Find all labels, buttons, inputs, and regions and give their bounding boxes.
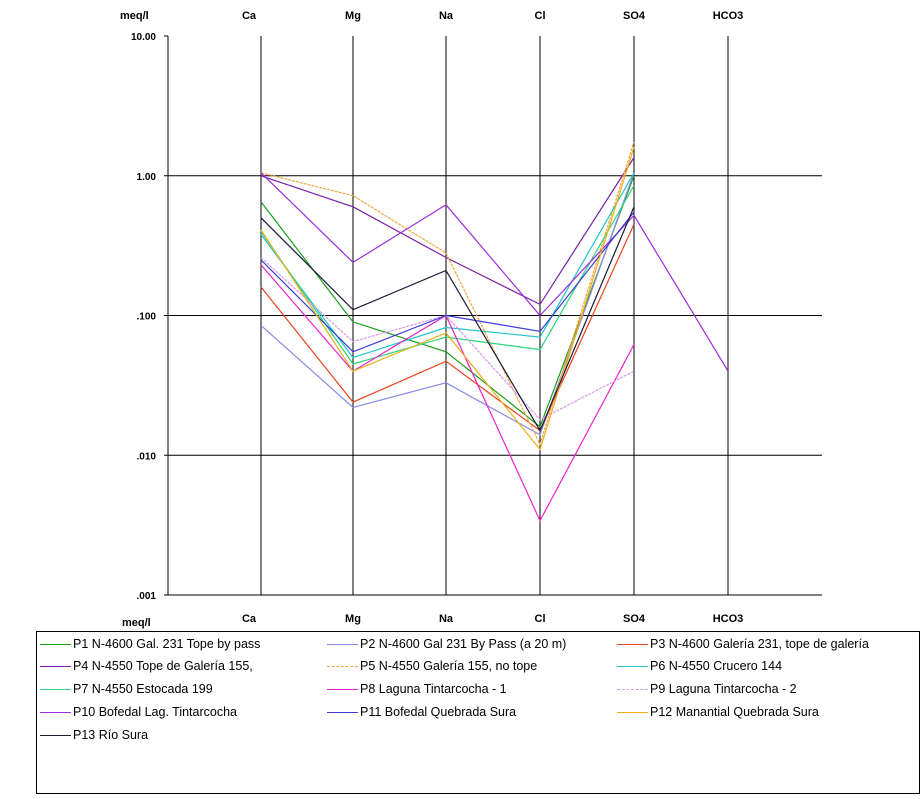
series-line-p2 xyxy=(260,172,635,436)
category-label-top: SO4 xyxy=(623,10,646,22)
category-label-bottom: Mg xyxy=(345,613,361,625)
category-label-top: HCO3 xyxy=(713,10,744,22)
y-tick-label: .100 xyxy=(137,312,157,323)
category-label-bottom: Na xyxy=(439,613,454,625)
y-tick-label: .001 xyxy=(137,591,157,602)
legend-label: P3 N-4600 Galería 231, tope de galería xyxy=(650,637,869,651)
unit-label-top: meq/l xyxy=(120,10,149,22)
category-label-bottom: HCO3 xyxy=(713,613,744,625)
legend-label: P7 N-4550 Estocada 199 xyxy=(73,682,213,696)
series-line-p1 xyxy=(260,175,635,428)
unit-label-bottom: meq/l xyxy=(122,617,151,629)
legend-swatch xyxy=(617,711,648,713)
plot-grid xyxy=(164,35,822,596)
series-line-p5 xyxy=(260,141,635,446)
legend-label: P2 N-4600 Gal 231 By Pass (a 20 m) xyxy=(360,637,567,651)
series-line-p13 xyxy=(260,206,635,432)
legend-item: P12 Manantial Quebrada Sura xyxy=(617,703,819,721)
legend-swatch xyxy=(327,643,358,645)
legend-item: P7 N-4550 Estocada 199 xyxy=(40,680,213,698)
legend-swatch xyxy=(327,665,358,667)
series-lines xyxy=(260,141,729,523)
chart-plot: 10.00 1.00 .100 .010 .001 Ca Ca Mg Mg Na Na Cl Cl SO4… xyxy=(120,10,822,629)
legend-item: P6 N-4550 Crucero 144 xyxy=(617,657,782,675)
legend-item: P9 Laguna Tintarcocha - 2 xyxy=(617,680,797,698)
category-label-top: Cl xyxy=(535,10,546,22)
legend-item: P1 N-4600 Gal. 231 Tope by pass xyxy=(40,635,260,653)
legend-label: P10 Bofedal Lag. Tintarcocha xyxy=(73,705,238,719)
legend-label: P6 N-4550 Crucero 144 xyxy=(650,659,783,673)
legend-label: P13 Río Sura xyxy=(73,728,149,742)
legend-swatch xyxy=(40,688,71,690)
legend-item: P11 Bofedal Quebrada Sura xyxy=(327,703,516,721)
series-line-p12 xyxy=(260,147,635,451)
legend-swatch xyxy=(617,688,648,690)
legend-label: P9 Laguna Tintarcocha - 2 xyxy=(650,682,797,696)
legend-swatch xyxy=(40,711,71,713)
legend-item: P10 Bofedal Lag. Tintarcocha xyxy=(40,703,237,721)
legend-swatch xyxy=(40,665,71,667)
series-line-p10 xyxy=(260,172,729,372)
legend-label: P1 N-4600 Gal. 231 Tope by pass xyxy=(73,637,261,651)
legend-swatch xyxy=(40,734,71,736)
legend-item: P2 N-4600 Gal 231 By Pass (a 20 m) xyxy=(327,635,566,653)
y-tick-label: 1.00 xyxy=(137,172,157,183)
series-line-p11 xyxy=(260,211,635,353)
legend: P1 N-4600 Gal. 231 Tope by pass P2 N-4600… xyxy=(36,631,920,794)
series-line-p4 xyxy=(260,157,635,306)
category-label-bottom: Ca xyxy=(242,613,257,625)
category-label-top: Na xyxy=(439,10,454,22)
legend-label: P5 N-4550 Galería 155, no tope xyxy=(360,659,538,673)
category-label-bottom: SO4 xyxy=(623,613,646,625)
series-line-p8 xyxy=(260,264,635,523)
category-label-top: Ca xyxy=(242,10,257,22)
category-label-top: Mg xyxy=(345,10,361,22)
legend-swatch xyxy=(617,665,648,667)
legend-label: P8 Laguna Tintarcocha - 1 xyxy=(360,682,507,696)
legend-item: P8 Laguna Tintarcocha - 1 xyxy=(327,680,507,698)
legend-swatch xyxy=(617,643,648,645)
legend-swatch xyxy=(40,643,71,645)
legend-item: P4 N-4550 Tope de Galería 155, xyxy=(40,657,253,675)
legend-item: P13 Río Sura xyxy=(40,726,148,744)
legend-swatch xyxy=(327,711,358,713)
legend-item: P5 N-4550 Galería 155, no tope xyxy=(327,657,537,675)
legend-label: P4 N-4550 Tope de Galería 155, xyxy=(73,659,253,673)
axis-labels: 10.00 1.00 .100 .010 .001 Ca Ca Mg Mg Na Na Cl Cl SO4… xyxy=(120,10,743,629)
category-label-bottom: Cl xyxy=(535,613,546,625)
series-line-p3 xyxy=(260,223,635,432)
legend-swatch xyxy=(327,688,358,690)
series-line-p7 xyxy=(260,185,635,365)
y-tick-label: .010 xyxy=(137,451,157,462)
y-tick-label: 10.00 xyxy=(131,32,156,43)
legend-label: P11 Bofedal Quebrada Sura xyxy=(360,705,517,719)
legend-item: P3 N-4600 Galería 231, tope de galería xyxy=(617,635,869,653)
legend-label: P12 Manantial Quebrada Sura xyxy=(650,705,819,719)
